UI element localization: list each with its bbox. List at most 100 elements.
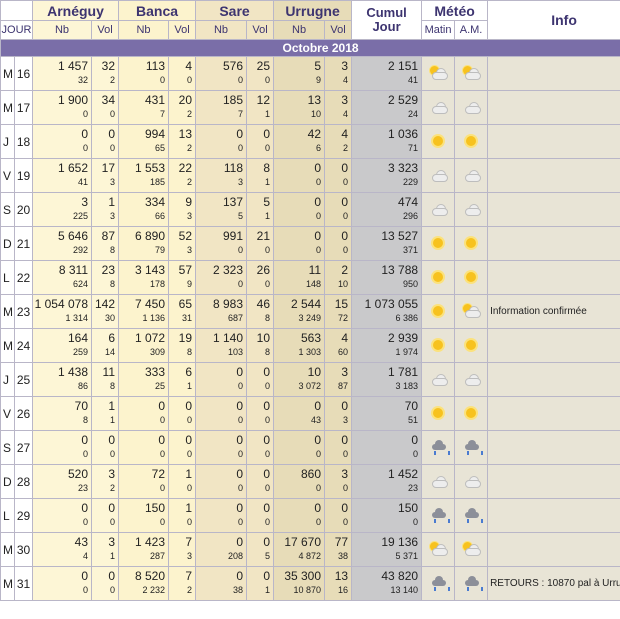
cumul-value: 70 (404, 399, 419, 413)
meteo-am-cell (454, 396, 489, 431)
nb-value: 0 (236, 399, 244, 413)
nb-sub-value: 0 (238, 415, 244, 425)
nb-sub-value: 0 (160, 449, 166, 459)
traffic-table: Arnéguy Banca Sare Urrugne Cumul Jour Mé… (0, 0, 620, 601)
meteo-am-cell (454, 498, 489, 533)
vol-sub-value: 72 (338, 313, 349, 323)
cumul-sub-value: 13 140 (390, 585, 419, 595)
vol-value: 8 (263, 161, 271, 175)
nb-cell: 334 66 (118, 192, 170, 227)
vol-sub-value: 2 (187, 585, 193, 595)
rain-icon (429, 440, 451, 456)
nb-cell: 1 072 309 (118, 328, 170, 363)
nb-cell: 13 10 (273, 90, 326, 125)
vol-sub-value: 1 (110, 551, 116, 561)
day-number: 27 (14, 430, 33, 465)
nb-cell: 576 0 (195, 56, 248, 91)
site-header-banca: Banca (118, 0, 197, 21)
day-of-week: J (0, 124, 15, 159)
day-number: 22 (14, 260, 33, 295)
nb-value: 0 (314, 195, 322, 209)
cumul-cell: 3 323 229 (351, 158, 423, 193)
nb-sub-value: 10 (311, 109, 322, 119)
cumul-sub-value: 3 183 (395, 381, 419, 391)
vol-value: 34 (101, 93, 116, 107)
vol-cell: 11 8 (90, 362, 120, 397)
nb-sub-value: 0 (82, 517, 88, 527)
day-number: 29 (14, 498, 33, 533)
cumul-value: 474 (398, 195, 419, 209)
cumul-sub-value: 371 (403, 245, 419, 255)
nb-cell: 1 140 103 (195, 328, 248, 363)
nb-sub-value: 259 (72, 347, 88, 357)
vol-value: 1 (108, 195, 116, 209)
vol-value: 0 (185, 433, 193, 447)
vol-value: 65 (178, 297, 193, 311)
nb-cell: 7 450 1 136 (118, 294, 170, 329)
vol-value: 21 (256, 229, 271, 243)
vol-value: 0 (263, 569, 271, 583)
vol-sub-value: 3 (187, 211, 193, 221)
nb-value: 1 054 078 (34, 297, 88, 311)
cloudy-icon (462, 100, 482, 115)
vol-value: 0 (108, 127, 116, 141)
nb-value: 0 (81, 433, 88, 447)
vol-sub-value: 0 (343, 211, 349, 221)
cumul-value: 1 452 (388, 467, 419, 481)
day-number: 16 (14, 56, 33, 91)
cloudy-icon (429, 202, 449, 217)
vol-sub-value: 14 (105, 347, 116, 357)
cumul-value: 13 527 (381, 229, 419, 243)
cumul-value: 19 136 (381, 535, 419, 549)
nb-sub-value: 23 (77, 483, 88, 493)
meteo-am-cell (454, 260, 489, 295)
nb-value: 0 (81, 127, 88, 141)
nb-value: 0 (81, 501, 88, 515)
nb-sub-value: 0 (238, 381, 244, 391)
vol-sub-value: 0 (187, 449, 193, 459)
nb-sub-value: 0 (238, 245, 244, 255)
vol-sub-value: 4 (343, 75, 349, 85)
nb-value: 1 140 (212, 331, 244, 345)
cumul-cell: 150 0 (351, 498, 423, 533)
nb-cell: 8 520 2 232 (118, 566, 170, 601)
vol-value: 0 (263, 467, 271, 481)
nb-cell: 8 983 687 (195, 294, 248, 329)
day-of-week: S (0, 192, 15, 227)
nb-sub-value: 5 (238, 211, 244, 221)
nb-value: 333 (144, 365, 166, 379)
nb-sub-value: 0 (238, 143, 244, 153)
nb-value: 8 311 (58, 263, 88, 277)
vol-sub-value: 1 (265, 211, 271, 221)
nb-value: 137 (222, 195, 244, 209)
cumul-value: 1 781 (388, 365, 419, 379)
nb-value: 118 (223, 161, 244, 175)
day-number: 19 (14, 158, 33, 193)
sunny-icon (429, 338, 447, 352)
nb-value: 0 (314, 433, 322, 447)
vol-sub-value: 0 (343, 245, 349, 255)
vol-cell: 25 0 (246, 56, 275, 91)
cumul-sub-value: 229 (403, 177, 419, 187)
day-of-week: L (0, 498, 15, 533)
nb-sub-value: 0 (316, 483, 322, 493)
vol-value: 4 (185, 59, 193, 73)
vol-sub-value: 0 (265, 449, 271, 459)
vol-value: 3 (341, 93, 349, 107)
vol-sub-value: 0 (265, 75, 271, 85)
nb-sub-value: 0 (316, 449, 322, 459)
vol-sub-value: 1 (265, 585, 271, 595)
partly-sunny-icon (462, 66, 482, 81)
vol-cell: 77 38 (324, 532, 353, 567)
nb-value: 1 438 (57, 365, 88, 379)
nb-cell: 5 646 292 (32, 226, 92, 261)
nb-sub-value: 178 (149, 279, 166, 289)
